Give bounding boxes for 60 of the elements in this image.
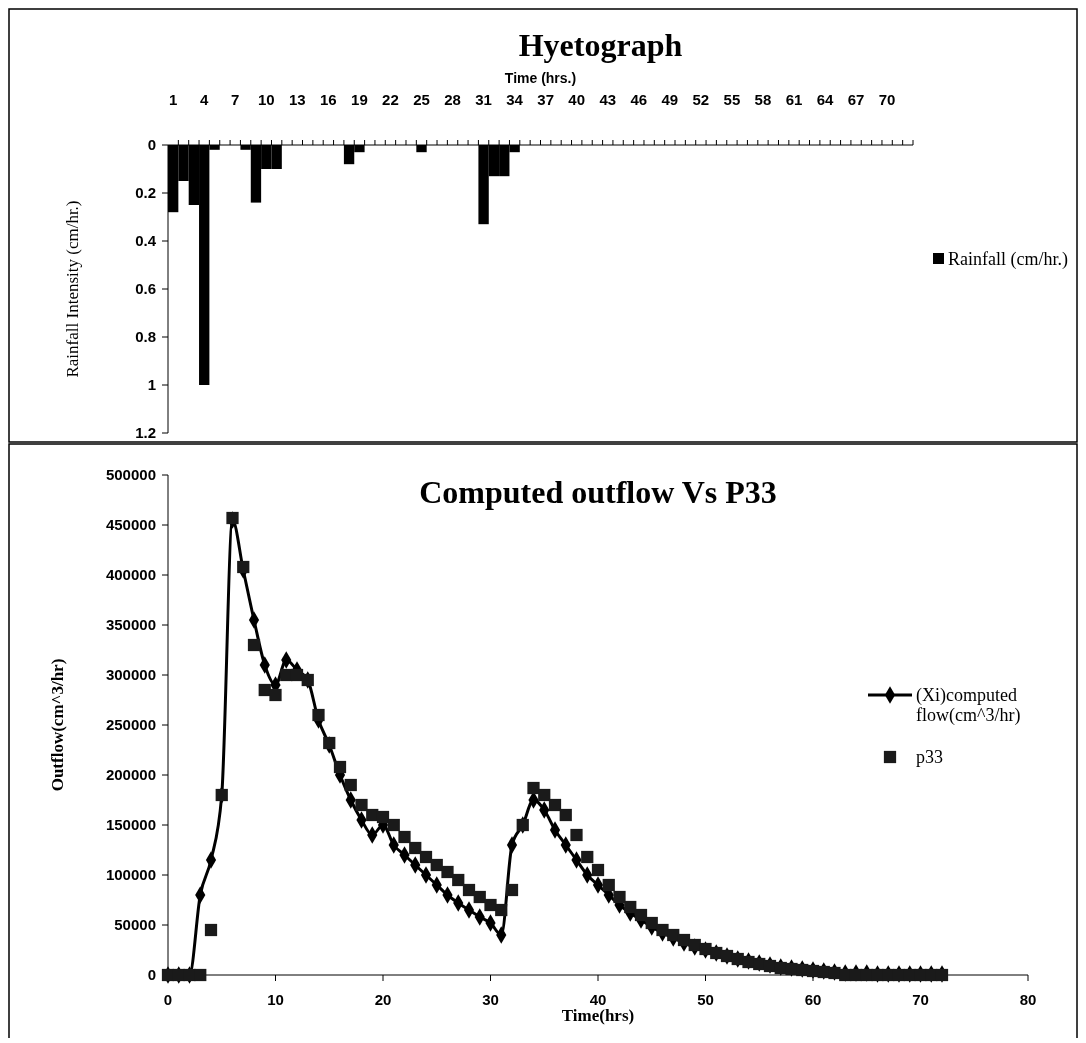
y-tick-label: 1.2 xyxy=(135,424,156,442)
y-tick-label: 50000 xyxy=(114,916,156,934)
legend-label: (Xi)computed flow(cm^3/hr) xyxy=(916,685,1021,727)
x-tick-label: 70 xyxy=(878,91,896,108)
y-tick-label: 0 xyxy=(147,966,156,984)
x-tick-label: 60 xyxy=(804,991,822,1008)
x-tick-label: 50 xyxy=(697,991,714,1008)
x-tick-label: 43 xyxy=(599,91,617,108)
x-tick-label: 30 xyxy=(482,991,499,1008)
y-tick-label: 0.2 xyxy=(135,184,156,202)
x-tick-label: 31 xyxy=(475,91,492,108)
x-tick-label: 55 xyxy=(723,91,741,108)
y-axis-title: Rainfall Intensity (cm/hr.) xyxy=(63,200,82,378)
x-tick-label: 19 xyxy=(351,91,368,108)
x-tick-label: 4 xyxy=(200,91,210,108)
x-tick-label: 37 xyxy=(537,91,555,108)
x-tick-label: 49 xyxy=(661,91,679,108)
x-axis-title: Time(hrs) xyxy=(561,1006,635,1025)
x-tick-label: 80 xyxy=(1019,991,1037,1008)
x-tick-label: 0 xyxy=(163,991,173,1008)
x-tick-label: 34 xyxy=(506,91,524,108)
x-tick-label: 25 xyxy=(413,91,430,108)
x-tick-label: 64 xyxy=(816,91,835,108)
x-tick-label: 16 xyxy=(320,91,337,108)
legend-label: Rainfall (cm/hr.) xyxy=(948,249,1068,271)
x-tick-label: 28 xyxy=(444,91,461,108)
y-axis-title: Outflow(cm^3/hr) xyxy=(48,658,67,792)
chart-title: Hyetograph xyxy=(518,27,683,63)
chart-title: Computed outflow Vs P33 xyxy=(419,474,777,510)
y-tick-label: 500000 xyxy=(105,466,156,484)
y-tick-label: 350000 xyxy=(105,616,156,634)
x-axis-title: Time (hrs.) xyxy=(504,70,577,86)
x-tick-label: 52 xyxy=(692,91,710,108)
y-tick-label: 400000 xyxy=(105,566,156,584)
y-tick-label: 200000 xyxy=(105,766,156,784)
x-tick-label: 40 xyxy=(589,991,607,1008)
x-tick-label: 10 xyxy=(267,991,284,1008)
y-tick-label: 0.8 xyxy=(135,328,156,346)
x-tick-label: 40 xyxy=(568,91,586,108)
x-tick-label: 7 xyxy=(231,91,240,108)
x-tick-label: 58 xyxy=(754,91,772,108)
y-tick-label: 250000 xyxy=(105,716,156,734)
x-tick-label: 67 xyxy=(847,91,865,108)
x-tick-label: 22 xyxy=(382,91,399,108)
x-tick-label: 70 xyxy=(912,991,929,1008)
y-tick-label: 300000 xyxy=(105,666,156,684)
y-tick-label: 0 xyxy=(147,136,156,154)
x-tick-label: 1 xyxy=(169,91,178,108)
y-tick-label: 100000 xyxy=(105,866,156,884)
y-tick-label: 0.4 xyxy=(135,232,157,250)
x-tick-label: 20 xyxy=(374,991,392,1008)
y-tick-label: 450000 xyxy=(105,516,156,534)
y-tick-label: 150000 xyxy=(105,816,156,834)
y-tick-label: 0.6 xyxy=(135,280,156,298)
x-tick-label: 61 xyxy=(785,91,803,108)
y-tick-label: 1 xyxy=(147,376,156,394)
x-tick-label: 10 xyxy=(257,91,275,108)
x-tick-label: 13 xyxy=(289,91,306,108)
x-tick-label: 46 xyxy=(630,91,648,108)
legend-label: p33 xyxy=(916,747,943,768)
